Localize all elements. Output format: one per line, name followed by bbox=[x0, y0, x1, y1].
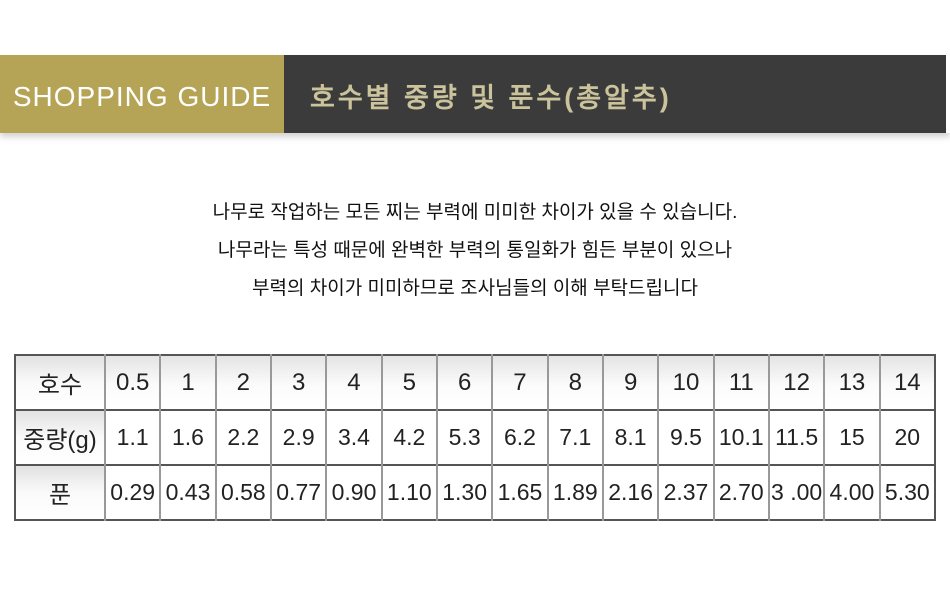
table-cell: 2 bbox=[214, 355, 271, 410]
table-cell: 9.5 bbox=[657, 409, 714, 465]
section-title: 호수별 중량 및 푼수(총알추) bbox=[310, 82, 672, 113]
table-cell: 11.5 bbox=[767, 409, 825, 465]
table-cell: 7 bbox=[491, 355, 548, 410]
table-cell: 9 bbox=[601, 355, 659, 410]
header-band: SHOPPING GUIDE 호수별 중량 및 푼수(총알추) bbox=[0, 55, 950, 133]
table-cell: 4.00 bbox=[823, 464, 880, 520]
row-label: 호수 bbox=[15, 355, 106, 410]
table-cell: 2.2 bbox=[214, 409, 271, 465]
shopping-guide-badge: SHOPPING GUIDE bbox=[0, 55, 284, 133]
row-label: 중량(g) bbox=[15, 409, 106, 465]
table-cell: 6 bbox=[435, 355, 493, 410]
size-table-body: 호수 0.5 1 2 3 4 5 6 7 8 9 10 11 12 13 14 중량(g) 1.1 1.6 2.2 2.… bbox=[15, 355, 935, 520]
description-line-1: 나무로 작업하는 모든 찌는 부력에 미미한 차이가 있을 수 있습니다. bbox=[212, 202, 738, 223]
table-cell: 0.5 bbox=[103, 355, 161, 410]
table-cell: 2.70 bbox=[712, 464, 769, 520]
table-cell: 2.37 bbox=[657, 464, 714, 520]
table-cell: 0.29 bbox=[103, 464, 161, 520]
table-cell: 8.1 bbox=[601, 409, 659, 465]
description-line-2: 나무라는 특성 때문에 완벽한 부력의 통일화가 힘든 부분이 있으나 bbox=[217, 240, 733, 261]
table-cell: 12 bbox=[767, 355, 825, 410]
table-cell: 14 bbox=[878, 355, 935, 410]
badge-label: SHOPPING GUIDE bbox=[12, 81, 272, 112]
table-cell: 13 bbox=[823, 355, 880, 410]
section-title-bar: 호수별 중량 및 푼수(총알추) bbox=[284, 55, 946, 133]
table-cell: 15 bbox=[823, 409, 880, 465]
description-line-3: 부력의 차이가 미미하므로 조사님들의 이해 부탁드립니다 bbox=[252, 278, 698, 299]
table-cell: 1.10 bbox=[380, 464, 437, 520]
table-row: 푼 0.29 0.43 0.58 0.77 0.90 1.10 1.30 1.65 1.89 2.1… bbox=[15, 464, 935, 520]
table-cell: 4.2 bbox=[380, 409, 437, 465]
table-cell: 6.2 bbox=[491, 409, 548, 465]
row-label: 푼 bbox=[15, 464, 106, 520]
table-row: 호수 0.5 1 2 3 4 5 6 7 8 9 10 11 12 13 14 bbox=[15, 355, 935, 410]
table-cell: 20 bbox=[878, 409, 935, 465]
size-table: 호수 0.5 1 2 3 4 5 6 7 8 9 10 11 12 13 14 중량(g) 1.1 1.6 2.2 2.… bbox=[14, 354, 936, 521]
table-cell: 5 bbox=[380, 355, 437, 410]
table-cell: 0.90 bbox=[325, 464, 382, 520]
table-cell: 10.1 bbox=[712, 409, 769, 465]
table-cell: 1.1 bbox=[103, 409, 161, 465]
table-cell: 1 bbox=[159, 355, 216, 410]
table-cell: 4 bbox=[325, 355, 382, 410]
table-cell: 7.1 bbox=[546, 409, 603, 465]
table-cell: 10 bbox=[657, 355, 714, 410]
table-cell: 0.58 bbox=[214, 464, 271, 520]
description: 나무로 작업하는 모든 찌는 부력에 미미한 차이가 있을 수 있습니다. 나무… bbox=[0, 194, 950, 308]
table-cell: 3 .00 bbox=[767, 464, 825, 520]
table-cell: 2.16 bbox=[601, 464, 659, 520]
table-cell: 3.4 bbox=[325, 409, 382, 465]
table-cell: 5.3 bbox=[435, 409, 493, 465]
table-row: 중량(g) 1.1 1.6 2.2 2.9 3.4 4.2 5.3 6.2 7.1 8.1 9.5 10… bbox=[15, 409, 935, 465]
table-cell: 0.77 bbox=[269, 464, 327, 520]
table-cell: 5.30 bbox=[878, 464, 935, 520]
table-cell: 8 bbox=[546, 355, 603, 410]
table-cell: 1.89 bbox=[546, 464, 603, 520]
table-cell: 0.43 bbox=[159, 464, 216, 520]
table-cell: 1.6 bbox=[159, 409, 216, 465]
size-table-wrapper: 호수 0.5 1 2 3 4 5 6 7 8 9 10 11 12 13 14 중량(g) 1.1 1.6 2.2 2.… bbox=[14, 354, 936, 521]
table-cell: 11 bbox=[712, 355, 769, 410]
table-cell: 2.9 bbox=[269, 409, 327, 465]
table-cell: 3 bbox=[269, 355, 327, 410]
table-cell: 1.65 bbox=[491, 464, 548, 520]
table-cell: 1.30 bbox=[435, 464, 493, 520]
